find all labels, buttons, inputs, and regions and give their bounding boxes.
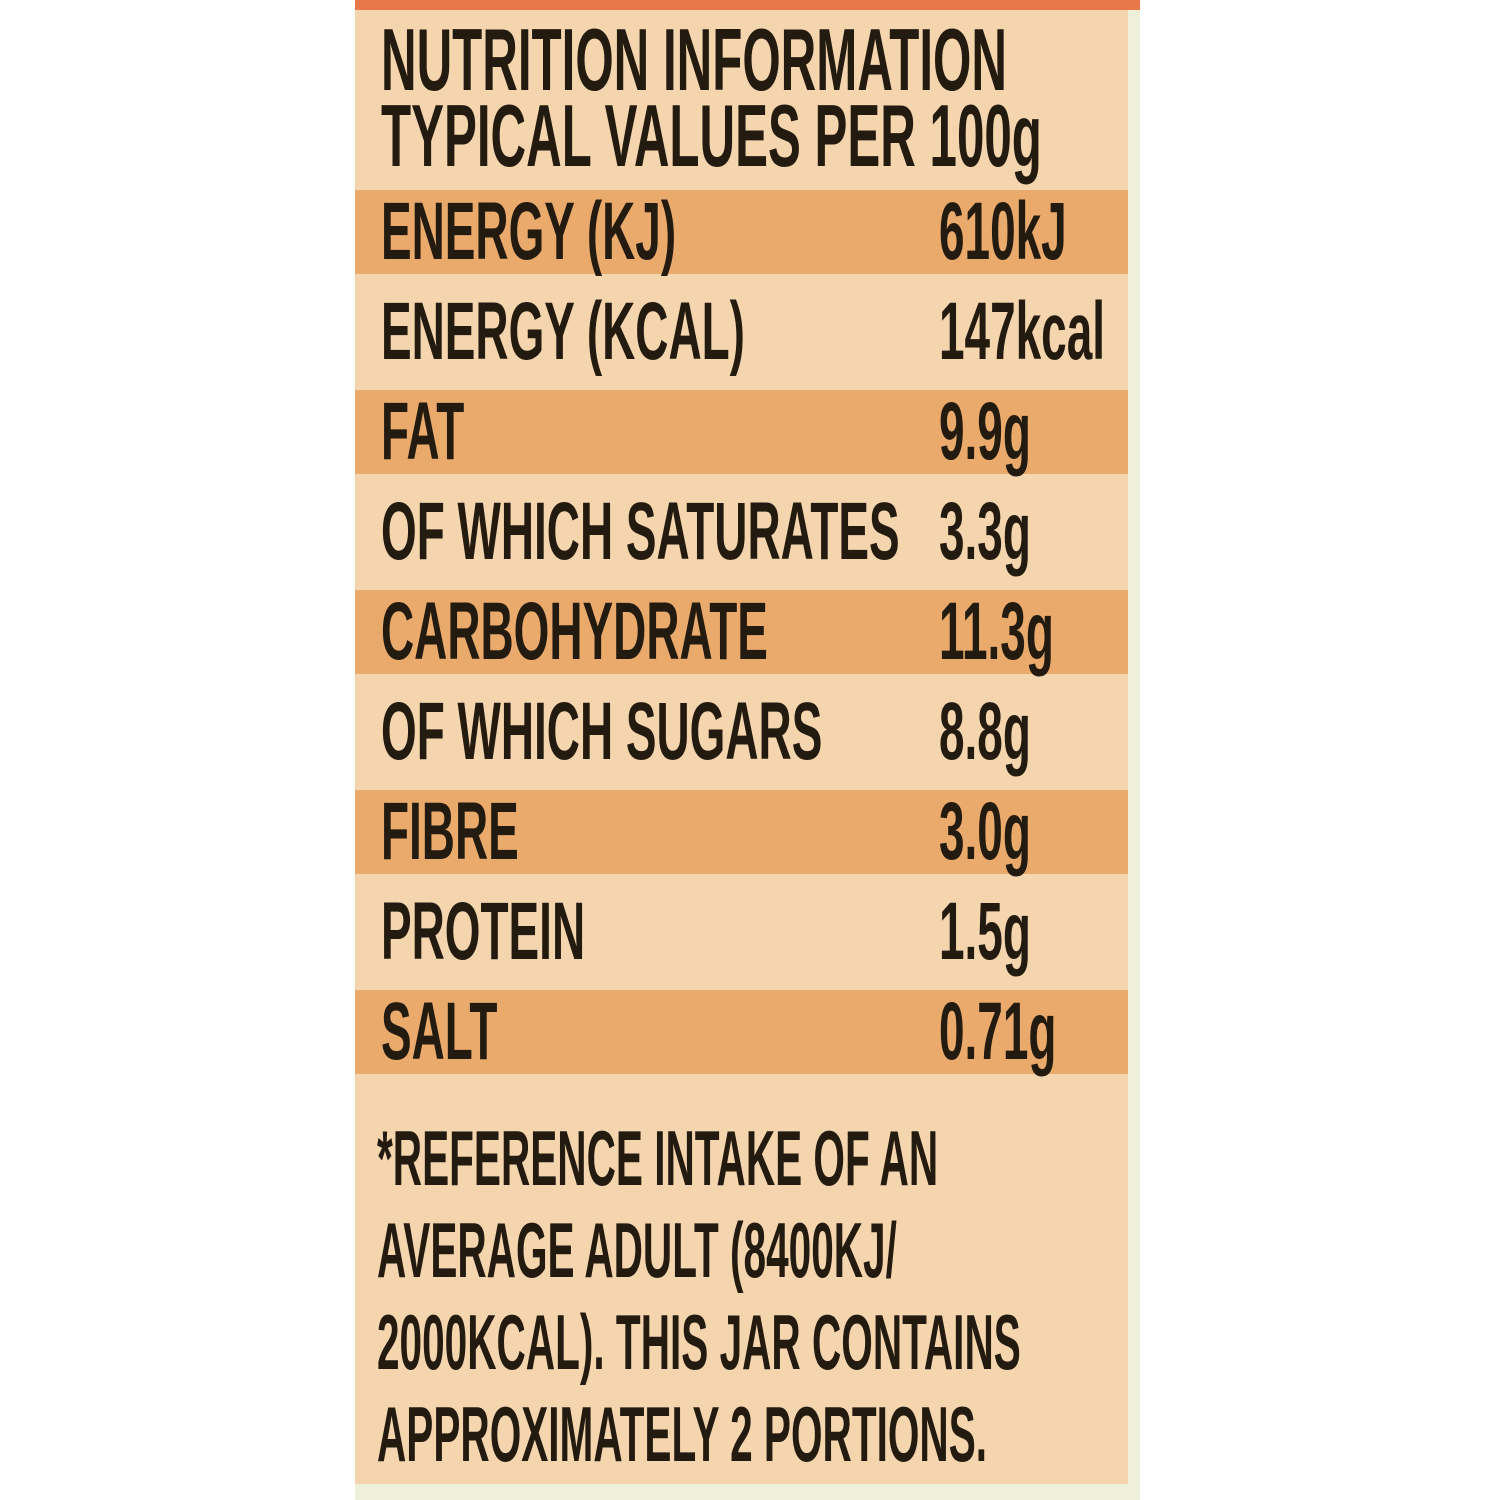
table-row-inner: CARBOHYDRATE 11.3g: [355, 590, 1128, 674]
table-row-inner: ENERGY (KJ) 610kJ: [355, 190, 1128, 274]
table-row-salt: SALT 0.71g: [355, 982, 1128, 1082]
nutrient-value-text: 9.9g: [939, 386, 1031, 477]
nutrient-value-text: 11.3g: [939, 586, 1054, 677]
nutrient-value: 147kcal: [939, 290, 1235, 374]
nutrient-value: 8.8g: [939, 690, 1103, 774]
table-row-protein: PROTEIN 1.5g: [355, 882, 1128, 982]
nutrient-value-text: 3.0g: [939, 786, 1031, 877]
nutrient-name: OF WHICH SATURATES: [381, 490, 939, 574]
nutrient-name-text: FIBRE: [381, 786, 519, 877]
nutrient-name: ENERGY (KJ): [381, 190, 939, 274]
table-row-fibre: FIBRE 3.0g: [355, 782, 1128, 882]
reference-intake-line-3: 2000KCAL). THIS JAR CONTAINS: [377, 1298, 1021, 1386]
table-row-inner: SALT 0.71g: [355, 990, 1128, 1074]
panel-title: NUTRITION INFORMATION TYPICAL VALUES PER…: [355, 10, 1128, 185]
table-row-energy-kcal: ENERGY (KCAL) 147kcal: [355, 282, 1128, 382]
nutrient-name-text: ENERGY (KCAL): [381, 286, 745, 377]
nutrition-panel: NUTRITION INFORMATION TYPICAL VALUES PER…: [355, 0, 1140, 1500]
nutrient-name: ENERGY (KCAL): [381, 290, 939, 374]
nutrient-value: 9.9g: [939, 390, 1103, 474]
nutrient-value: 11.3g: [939, 590, 1144, 674]
nutrient-value: 610kJ: [939, 190, 1167, 274]
table-row-inner: FAT 9.9g: [355, 390, 1128, 474]
nutrient-name: OF WHICH SUGARS: [381, 690, 939, 774]
panel-top-edge-strip: [355, 0, 1140, 10]
reference-intake-line-4: APPROXIMATELY 2 PORTIONS.: [377, 1390, 988, 1478]
table-row-sugars: OF WHICH SUGARS 8.8g: [355, 682, 1128, 782]
reference-intake-note: *REFERENCE INTAKE OF AN AVERAGE ADULT (8…: [355, 1112, 1128, 1480]
panel-right-edge-strip: [1128, 10, 1140, 1500]
nutrient-name-text: FAT: [381, 386, 465, 477]
nutrient-value: 1.5g: [939, 890, 1103, 974]
nutrient-value-text: 1.5g: [939, 886, 1031, 977]
panel-content: NUTRITION INFORMATION TYPICAL VALUES PER…: [355, 10, 1128, 1480]
table-row-carbohydrate: CARBOHYDRATE 11.3g: [355, 582, 1128, 682]
table-row-inner: PROTEIN 1.5g: [355, 890, 1128, 974]
nutrient-name: FIBRE: [381, 790, 939, 874]
table-row-inner: OF WHICH SATURATES 3.3g: [355, 490, 1128, 574]
nutrient-value-text: 0.71g: [939, 986, 1057, 1077]
nutrient-name-text: PROTEIN: [381, 886, 586, 977]
reference-intake-line-2: AVERAGE ADULT (8400KJ/: [377, 1206, 897, 1294]
nutrient-name-text: ENERGY (KJ): [381, 186, 677, 277]
nutrient-name: CARBOHYDRATE: [381, 590, 939, 674]
table-row-saturates: OF WHICH SATURATES 3.3g: [355, 482, 1128, 582]
nutrient-name: SALT: [381, 990, 939, 1074]
panel-bottom-edge-strip: [355, 1484, 1128, 1500]
panel-title-line-2: TYPICAL VALUES PER 100g: [381, 86, 1042, 185]
table-row-inner: OF WHICH SUGARS 8.8g: [355, 690, 1128, 774]
nutrient-value: 3.0g: [939, 790, 1103, 874]
nutrition-table: ENERGY (KJ) 610kJ ENERGY (KCAL) 147kcal …: [355, 182, 1128, 1082]
nutrient-value-text: 147kcal: [939, 286, 1105, 377]
table-row-inner: FIBRE 3.0g: [355, 790, 1128, 874]
nutrient-name-text: OF WHICH SUGARS: [381, 686, 823, 777]
nutrient-name-text: SALT: [381, 986, 498, 1077]
nutrient-value-text: 3.3g: [939, 486, 1031, 577]
reference-intake-line-1: *REFERENCE INTAKE OF AN: [377, 1114, 939, 1202]
nutrient-value-text: 610kJ: [939, 186, 1067, 277]
nutrient-name: FAT: [381, 390, 939, 474]
nutrient-name-text: OF WHICH SATURATES: [381, 486, 900, 577]
table-row-fat: FAT 9.9g: [355, 382, 1128, 482]
table-row-energy-kj: ENERGY (KJ) 610kJ: [355, 182, 1128, 282]
table-row-inner: ENERGY (KCAL) 147kcal: [355, 290, 1128, 374]
nutrient-value: 3.3g: [939, 490, 1103, 574]
nutrient-name: PROTEIN: [381, 890, 939, 974]
nutrient-value-text: 8.8g: [939, 686, 1031, 777]
nutrient-value: 0.71g: [939, 990, 1149, 1074]
nutrient-name-text: CARBOHYDRATE: [381, 586, 768, 677]
